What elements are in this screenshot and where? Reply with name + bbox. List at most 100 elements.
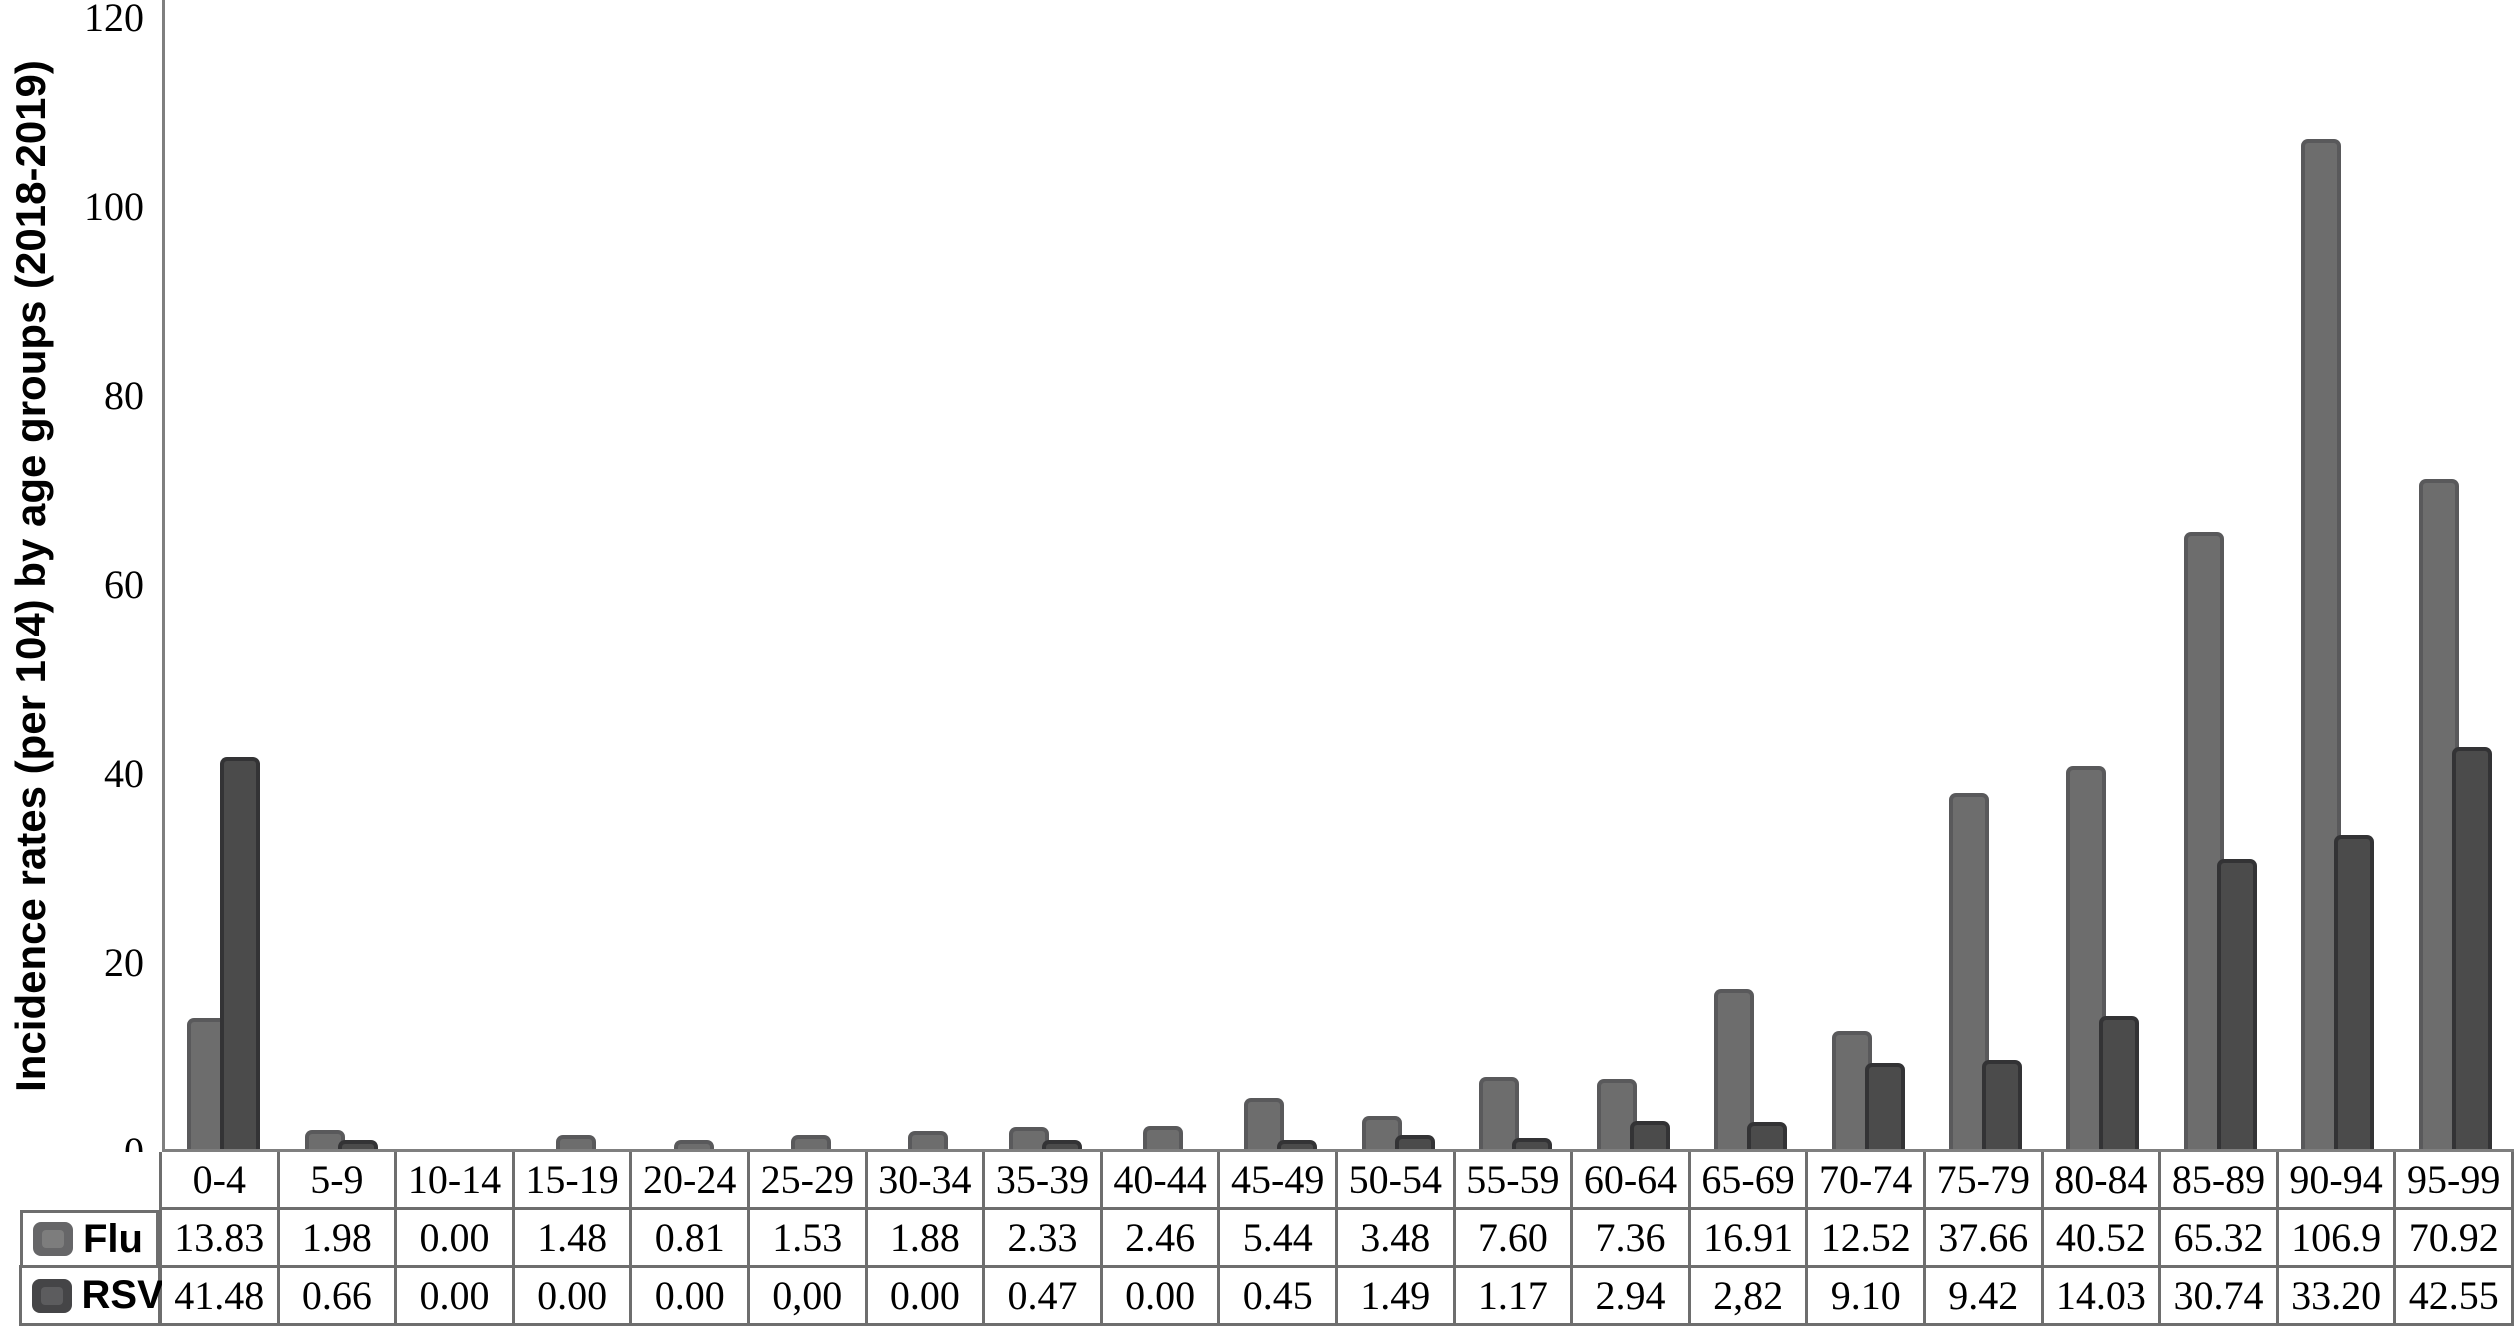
bar-flu-35-39 <box>1009 1126 1050 1149</box>
age-group-header-65-69: 65-69 <box>1690 1152 1809 1210</box>
rsv-value-cell-20-24: 0.00 <box>632 1268 750 1326</box>
bar-rsv-65-69 <box>1747 1122 1788 1149</box>
flu-value-cell-25-29: 1.53 <box>749 1210 868 1268</box>
legend-rsv: RSV <box>0 1265 164 1326</box>
rsv-value-cell-40-44: 0.00 <box>1102 1268 1221 1326</box>
age-group-header-45-49: 45-49 <box>1220 1152 1338 1210</box>
bar-flu-5-9 <box>304 1130 345 1149</box>
flu-value-cell-45-49: 5.44 <box>1220 1210 1338 1268</box>
bar-group-60-64 <box>1574 0 1691 1149</box>
bar-rsv-80-84 <box>2099 1016 2140 1149</box>
flu-value-cell-60-64: 7.36 <box>1573 1210 1691 1268</box>
bar-rsv-0-4 <box>220 757 261 1149</box>
age-group-header-50-54: 50-54 <box>1337 1152 1456 1210</box>
rsv-value-cell-25-29: 0,00 <box>749 1268 868 1326</box>
bar-rsv-35-39 <box>1042 1140 1083 1149</box>
y-axis-column: Incidence rates (per 104) by age groups … <box>0 0 162 1174</box>
y-tick-label: 120 <box>84 0 144 40</box>
legend-flu: Flu <box>0 1210 162 1268</box>
y-axis-title: Incidence rates (per 104) by age groups … <box>7 60 54 1092</box>
rsv-value-cell-85-89: 30.74 <box>2161 1268 2279 1326</box>
bar-flu-65-69 <box>1714 989 1755 1149</box>
bar-flu-50-54 <box>1361 1116 1402 1149</box>
bar-group-70-74 <box>1809 0 1926 1149</box>
flu-value-cell-80-84: 40.52 <box>2043 1210 2162 1268</box>
bar-group-75-79 <box>1927 0 2044 1149</box>
flu-value-cell-90-94: 106.9 <box>2278 1210 2397 1268</box>
flu-value-cell-5-9: 1.98 <box>279 1210 398 1268</box>
y-tick-label: 20 <box>104 940 144 985</box>
bar-rsv-5-9 <box>337 1140 378 1149</box>
flu-value-cell-75-79: 37.66 <box>1925 1210 2044 1268</box>
bar-rsv-85-89 <box>2216 858 2257 1149</box>
flu-value-cell-95-99: 70.92 <box>2396 1210 2514 1268</box>
bar-rsv-50-54 <box>1394 1134 1435 1149</box>
legend-swatch-inner <box>42 1230 64 1248</box>
rsv-value-cell-30-34: 0.00 <box>867 1268 986 1326</box>
bar-group-30-34 <box>870 0 987 1149</box>
bar-group-95-99 <box>2397 0 2514 1149</box>
y-tick-label: 40 <box>104 751 144 796</box>
age-group-header-85-89: 85-89 <box>2161 1152 2279 1210</box>
rsv-value-cell-60-64: 2.94 <box>1573 1268 1691 1326</box>
bar-chart: Incidence rates (per 104) by age groups … <box>0 0 2514 1174</box>
age-group-header-70-74: 70-74 <box>1808 1152 1926 1210</box>
rsv-value-cell-45-49: 0.45 <box>1220 1268 1338 1326</box>
bar-group-15-19 <box>517 0 634 1149</box>
rsv-value-cell-75-79: 9.42 <box>1925 1268 2044 1326</box>
age-group-header-10-14: 10-14 <box>397 1152 515 1210</box>
bar-group-80-84 <box>2044 0 2161 1149</box>
bar-group-25-29 <box>752 0 869 1149</box>
rsv-value-cell-5-9: 0.66 <box>279 1268 398 1326</box>
rsv-value-cell-15-19: 0.00 <box>514 1268 633 1326</box>
bar-group-45-49 <box>1222 0 1339 1149</box>
age-group-header-15-19: 15-19 <box>514 1152 633 1210</box>
age-group-header-95-99: 95-99 <box>2396 1152 2514 1210</box>
bar-group-0-4 <box>165 0 282 1149</box>
flu-value-cell-50-54: 3.48 <box>1337 1210 1456 1268</box>
bar-group-5-9 <box>282 0 399 1149</box>
age-group-header-75-79: 75-79 <box>1925 1152 2044 1210</box>
age-group-header-20-24: 20-24 <box>632 1152 750 1210</box>
age-group-header-0-4: 0-4 <box>162 1152 280 1210</box>
bar-flu-20-24 <box>673 1140 714 1149</box>
rsv-value-cell-90-94: 33.20 <box>2278 1268 2397 1326</box>
legend-label: Flu <box>83 1216 143 1261</box>
bar-rsv-70-74 <box>1864 1063 1905 1149</box>
y-tick-label: 60 <box>104 562 144 607</box>
flu-value-cell-65-69: 16.91 <box>1690 1210 1809 1268</box>
age-group-header-5-9: 5-9 <box>279 1152 398 1210</box>
rsv-value-cell-0-4: 41.48 <box>162 1268 280 1326</box>
bar-group-35-39 <box>987 0 1104 1149</box>
plot-area <box>162 0 2514 1152</box>
data-table: 0-4 5-9 10-14 15-19 20-24 25-29 30-34 35-39 40-4… <box>0 1152 2514 1326</box>
legend-box-flu: Flu <box>20 1210 159 1268</box>
table-corner-cell <box>0 1152 162 1210</box>
rsv-value-cell-35-39: 0.47 <box>985 1268 1103 1326</box>
age-group-header-60-64: 60-64 <box>1573 1152 1691 1210</box>
flu-value-cell-0-4: 13.83 <box>162 1210 280 1268</box>
bar-group-40-44 <box>1105 0 1222 1149</box>
bar-group-55-59 <box>1457 0 1574 1149</box>
age-group-header-25-29: 25-29 <box>749 1152 868 1210</box>
bar-group-90-94 <box>2279 0 2396 1149</box>
age-group-header-90-94: 90-94 <box>2278 1152 2397 1210</box>
rsv-value-cell-50-54: 1.49 <box>1337 1268 1456 1326</box>
rsv-value-cell-10-14: 0.00 <box>397 1268 515 1326</box>
bar-group-85-89 <box>2162 0 2279 1149</box>
bar-rsv-55-59 <box>1512 1137 1553 1149</box>
bar-flu-25-29 <box>790 1134 831 1149</box>
bar-flu-45-49 <box>1244 1097 1285 1149</box>
bar-rsv-75-79 <box>1982 1059 2023 1149</box>
flu-value-cell-35-39: 2.33 <box>985 1210 1103 1268</box>
flu-value-cell-40-44: 2.46 <box>1102 1210 1221 1268</box>
flu-value-cell-55-59: 7.60 <box>1455 1210 1574 1268</box>
legend-swatch-inner <box>40 1286 63 1305</box>
flu-value-cell-10-14: 0.00 <box>397 1210 515 1268</box>
flu-value-cell-15-19: 1.48 <box>514 1210 633 1268</box>
rsv-value-cell-95-99: 42.55 <box>2396 1268 2514 1326</box>
bar-group-20-24 <box>635 0 752 1149</box>
bar-group-50-54 <box>1340 0 1457 1149</box>
bar-group-65-69 <box>1692 0 1809 1149</box>
bar-flu-80-84 <box>2066 766 2107 1149</box>
